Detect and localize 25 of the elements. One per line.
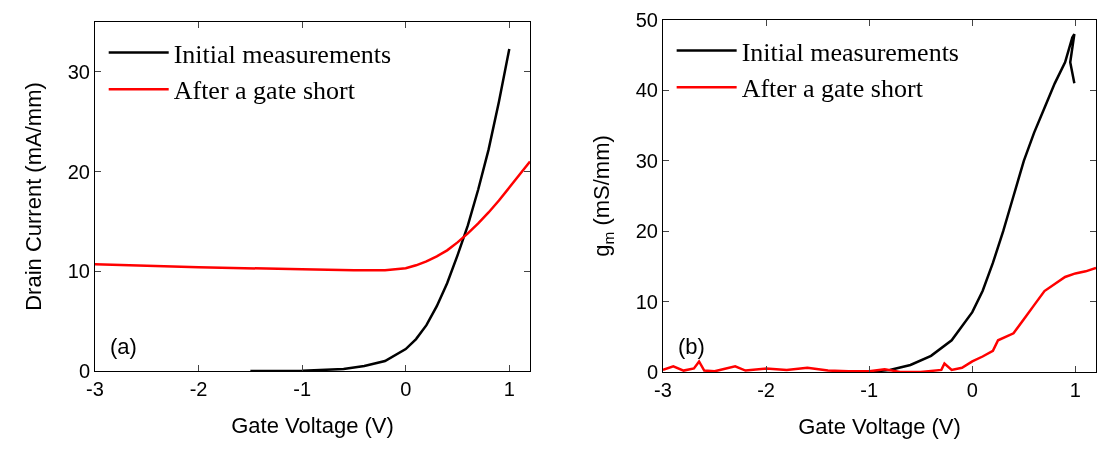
y-tick-label: 20 (635, 220, 658, 243)
x-tick-label: -1 (293, 378, 312, 400)
y-tick-label: 50 (635, 9, 658, 31)
y-tick-label: 40 (635, 79, 658, 102)
x-tick-label: 0 (400, 378, 412, 400)
x-tick-label: 1 (1069, 379, 1081, 401)
x-tick-label: 0 (966, 379, 978, 401)
x-axis-title: Gate Voltage (V) (798, 413, 961, 439)
legend-label: Initial measurements (173, 39, 392, 69)
y-tick-label: 30 (635, 149, 658, 172)
y-tick-label: 10 (67, 260, 90, 283)
y-tick-label: 20 (67, 160, 90, 183)
legend-label: After a gate short (173, 76, 356, 106)
y-tick-label: 10 (635, 290, 658, 313)
x-tick-label: -1 (860, 379, 879, 401)
x-axis-title: Gate Voltage (V) (231, 412, 394, 438)
y-axis-title: Drain Current (mA/mm) (21, 82, 46, 311)
y-tick-label: 30 (67, 60, 90, 83)
legend-label: After a gate short (741, 74, 924, 104)
x-tick-label: -2 (189, 378, 208, 400)
x-tick-label: 1 (503, 378, 515, 400)
x-tick-label: -2 (757, 379, 775, 401)
annotation: (a) (110, 334, 137, 359)
annotation: (b) (678, 334, 705, 359)
legend-label: Initial measurements (741, 37, 959, 67)
